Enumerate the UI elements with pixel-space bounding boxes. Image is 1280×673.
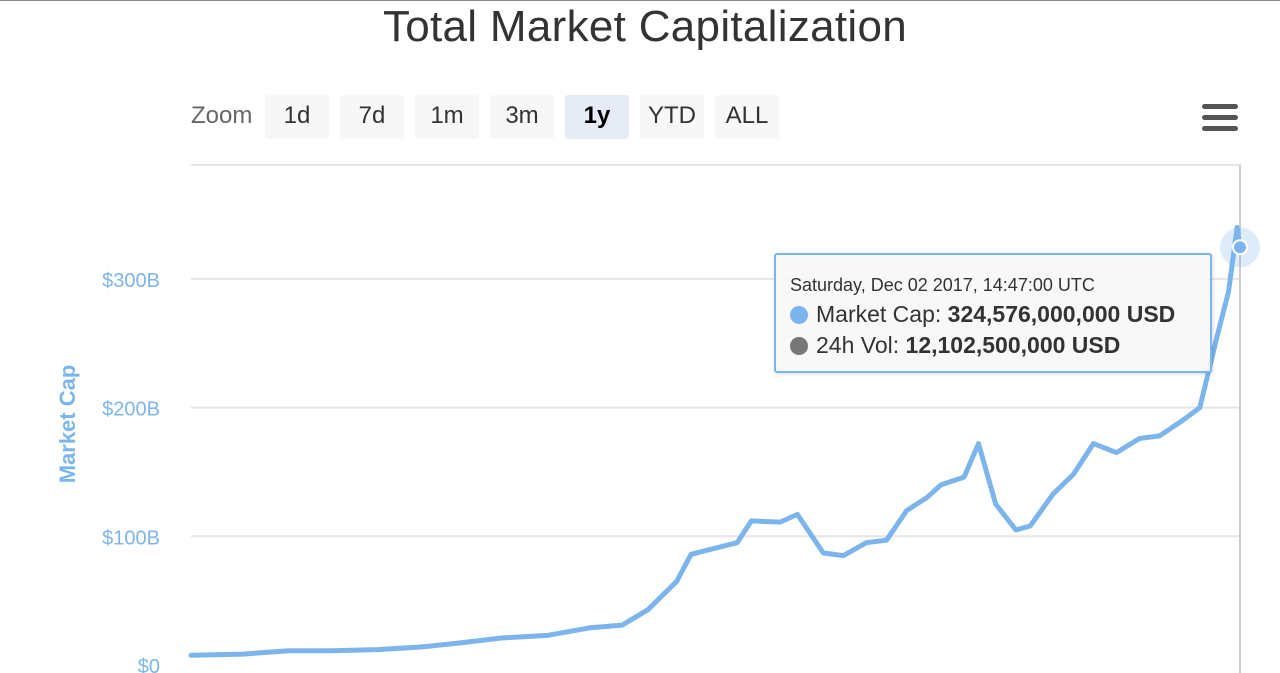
zoom-1d-button[interactable]: 1d [265, 95, 329, 139]
zoom-1m-button[interactable]: 1m [415, 95, 479, 139]
series-line-market-cap [188, 224, 1243, 658]
tooltip-volume-value: 12,102,500,000 USD [905, 332, 1121, 358]
tooltip-volume-row: 24h Vol: 12,102,500,000 USD [790, 332, 1120, 359]
zoom-all-button[interactable]: ALL [715, 95, 779, 139]
tooltip: Saturday, Dec 02 2017, 14:47:00 UTC Mark… [774, 253, 1212, 373]
zoom-7d-button[interactable]: 7d [340, 95, 404, 139]
y-tick-label: $200B [102, 399, 160, 421]
zoom-label: Zoom [191, 102, 253, 129]
volume-dot-icon [790, 337, 808, 355]
tooltip-volume-label: 24h Vol: [816, 332, 906, 358]
zoom-1y-button[interactable]: 1y [565, 95, 629, 139]
y-tick-label: $300B [102, 270, 160, 292]
zoom-ytd-button[interactable]: YTD [640, 95, 704, 139]
tooltip-date: Saturday, Dec 02 2017, 14:47:00 UTC [790, 275, 1095, 295]
hamburger-menu-icon[interactable] [1202, 104, 1238, 134]
y-tick-label: $100B [102, 527, 160, 549]
y-tick-label: $0 [138, 656, 160, 673]
tooltip-market-cap-label: Market Cap: [816, 301, 948, 327]
y-tick-labels: $0 $100B $200B $300B [102, 270, 160, 673]
market-cap-dot-icon [790, 306, 808, 324]
tooltip-market-cap-row: Market Cap: 324,576,000,000 USD [790, 301, 1175, 328]
hover-marker [1232, 239, 1248, 256]
zoom-3m-button[interactable]: 3m [490, 95, 554, 139]
top-border [0, 0, 1280, 1]
chart-title: Total Market Capitalization [382, 2, 908, 51]
tooltip-market-cap-value: 324,576,000,000 USD [947, 301, 1176, 327]
